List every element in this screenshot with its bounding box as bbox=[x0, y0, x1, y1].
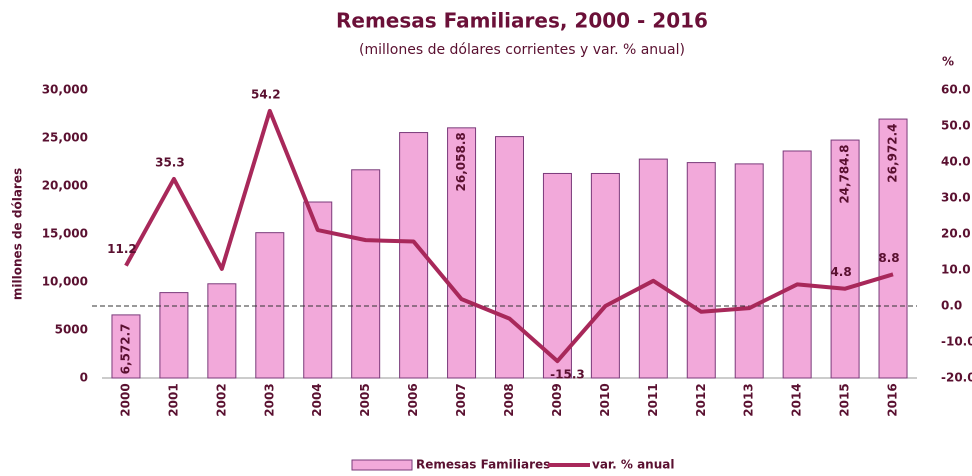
x-tick-label: 2012 bbox=[694, 383, 708, 416]
bar bbox=[159, 292, 189, 379]
bar bbox=[830, 139, 860, 379]
legend-swatch bbox=[351, 459, 413, 471]
line-value-label: -15.3 bbox=[550, 368, 585, 382]
y2-tick-label: 0.0 bbox=[941, 299, 962, 313]
y2-axis-label: % bbox=[942, 55, 954, 69]
x-tick-label: 2000 bbox=[118, 383, 132, 416]
line-value-label: 4.8 bbox=[830, 265, 851, 279]
legend-label: var. % anual bbox=[592, 458, 674, 472]
bar-value-label: 26,058.8 bbox=[454, 132, 468, 191]
x-tick-label: 2005 bbox=[358, 383, 372, 416]
bar-value-label: 6,572.7 bbox=[118, 323, 132, 374]
y-tick-label: 5000 bbox=[55, 323, 88, 337]
bar-value-label: 24,784.8 bbox=[838, 144, 852, 203]
line-value-label: 11.2 bbox=[107, 242, 137, 256]
legend-label: Remesas Familiares bbox=[416, 458, 550, 472]
bar bbox=[447, 127, 477, 379]
line bbox=[124, 108, 894, 364]
x-tick-label: 2015 bbox=[838, 383, 852, 416]
bar bbox=[542, 172, 572, 379]
y2-tick-label: 20.0 bbox=[941, 227, 971, 241]
y2-tick-label: 30.0 bbox=[941, 191, 971, 205]
y-axis-label: millones de dólares bbox=[11, 168, 25, 300]
y2-tick-label: 10.0 bbox=[941, 263, 971, 277]
chart-title: Remesas Familiares, 2000 - 2016 bbox=[336, 9, 708, 33]
y-tick-label: 0 bbox=[80, 371, 88, 385]
y-tick-label: 10,000 bbox=[42, 275, 88, 289]
x-tick-label: 2007 bbox=[454, 383, 468, 416]
bar bbox=[590, 172, 620, 379]
line-value-label: 35.3 bbox=[155, 155, 185, 169]
y2-tick-label: 40.0 bbox=[941, 155, 971, 169]
bar bbox=[351, 169, 381, 379]
bar bbox=[686, 162, 716, 379]
x-tick-label: 2014 bbox=[790, 383, 804, 416]
y2-tick-label: -20.0 bbox=[941, 371, 972, 385]
y-tick-label: 30,000 bbox=[42, 83, 88, 97]
x-tick-label: 2002 bbox=[214, 383, 228, 416]
x-tick-label: 2008 bbox=[502, 383, 516, 416]
x-tick-label: 2006 bbox=[406, 383, 420, 416]
bar bbox=[782, 150, 812, 379]
bar bbox=[207, 283, 237, 379]
bar bbox=[638, 158, 668, 379]
line-value-label: 8.8 bbox=[878, 251, 899, 265]
x-tick-label: 2016 bbox=[886, 383, 900, 416]
y-tick-label: 20,000 bbox=[42, 179, 88, 193]
y2-tick-label: -10.0 bbox=[941, 335, 972, 349]
x-tick-label: 2009 bbox=[550, 383, 564, 416]
chart-subtitle: (millones de dólares corrientes y var. %… bbox=[359, 42, 685, 58]
x-tick-label: 2013 bbox=[742, 383, 756, 416]
bar bbox=[878, 118, 908, 379]
bar-value-label: 26,972.4 bbox=[886, 123, 900, 182]
x-tick-label: 2011 bbox=[646, 383, 660, 416]
x-tick-label: 2004 bbox=[310, 383, 324, 416]
line-value-label: 54.2 bbox=[251, 87, 281, 101]
y-tick-label: 15,000 bbox=[42, 227, 88, 241]
y-tick-label: 25,000 bbox=[42, 131, 88, 145]
bar bbox=[111, 314, 141, 379]
bar bbox=[734, 163, 764, 379]
y2-tick-label: 60.0 bbox=[941, 83, 971, 97]
x-tick-label: 2003 bbox=[262, 383, 276, 416]
x-tick-label: 2001 bbox=[166, 383, 180, 416]
y2-tick-label: 50.0 bbox=[941, 119, 971, 133]
x-tick-label: 2010 bbox=[598, 383, 612, 416]
bar bbox=[495, 136, 524, 379]
bar bbox=[255, 232, 285, 379]
